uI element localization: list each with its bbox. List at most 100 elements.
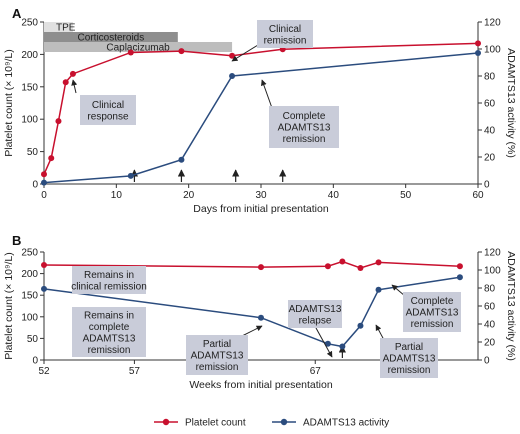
- annotation-text: Remains in: [84, 270, 134, 281]
- platelet-data-point: [62, 79, 69, 86]
- right-tick-label: 40: [484, 320, 496, 331]
- annotation-text: remission: [88, 345, 131, 356]
- annotation-box: [80, 95, 136, 125]
- annotation-box: [72, 307, 146, 357]
- right-axis-title: ADAMTS13 activity (%): [505, 48, 517, 158]
- annotation-text: ADAMTS13: [191, 351, 244, 362]
- treatment-bar-tpe: [44, 22, 73, 32]
- right-tick-label: 80: [484, 284, 496, 295]
- adamts13-data-point: [41, 285, 47, 292]
- annotation-text: Clinical: [269, 24, 301, 35]
- adamts13-data-point: [456, 274, 463, 281]
- annotation-arrow: [231, 44, 259, 62]
- annotation-text: ADAMTS13: [278, 123, 331, 134]
- right-tick-label: 120: [484, 248, 501, 259]
- legend-adamts13-marker: [280, 418, 288, 426]
- adamts13-data-point: [41, 179, 47, 186]
- adamts13-data-point: [375, 286, 382, 293]
- right-tick-label: 60: [484, 99, 496, 110]
- treatment-label-caplacizumab: Caplacizumab: [106, 43, 170, 54]
- legend-platelet-marker: [162, 418, 170, 426]
- annotation-text: Clinical: [92, 100, 124, 111]
- annotation-box: [72, 266, 146, 294]
- annotation-text: response: [87, 111, 129, 122]
- right-tick-label: 20: [484, 153, 496, 164]
- x-axis-title: Weeks from initial presentation: [189, 379, 333, 391]
- platelet-data-point: [41, 261, 47, 268]
- adamts13-data-point: [127, 172, 134, 179]
- left-tick-label: 250: [21, 18, 38, 29]
- platelet-data-point: [258, 264, 264, 271]
- left-tick-label: 50: [27, 147, 39, 158]
- annotation-box: [403, 292, 461, 332]
- x-tick-label: 67: [310, 366, 322, 377]
- annotation-text: remission: [196, 362, 239, 373]
- treatment-label-tpe: TPE: [56, 23, 76, 34]
- annotation-text: Complete: [411, 296, 454, 307]
- left-tick-label: 0: [32, 180, 38, 191]
- right-tick-label: 100: [484, 266, 501, 277]
- x-tick-label: 52: [38, 366, 50, 377]
- legend: Platelet count ADAMTS13 activity: [154, 418, 389, 429]
- x-tick-label: 50: [400, 190, 412, 201]
- adamts13-data-point: [324, 340, 331, 347]
- x-tick-label: 60: [472, 190, 484, 201]
- legend-adamts13-label: ADAMTS13 activity: [303, 418, 389, 429]
- annotation-text: remission: [283, 134, 326, 145]
- panel-label: A: [12, 6, 22, 21]
- annotation-text: Complete: [283, 111, 326, 122]
- annotation-arrow: [260, 79, 273, 109]
- x-tick-label: 20: [183, 190, 195, 201]
- right-tick-label: 60: [484, 302, 496, 313]
- left-tick-label: 250: [21, 248, 38, 259]
- annotation-text: ADAMTS13: [289, 304, 342, 315]
- left-axis-title: Platelet count (× 10⁹/L): [3, 49, 15, 157]
- adamts13-data-point: [178, 156, 185, 163]
- treatment-label-corticosteroids: Corticosteroids: [78, 33, 145, 44]
- annotation-text: ADAMTS13: [83, 333, 136, 344]
- panel-label: B: [12, 233, 21, 248]
- right-tick-label: 80: [484, 72, 496, 83]
- annotation-arrow: [391, 284, 406, 297]
- x-tick-label: 0: [41, 190, 47, 201]
- annotation-text: ADAMTS13: [406, 308, 459, 319]
- x-tick-label: 10: [111, 190, 123, 201]
- annotation-box: [288, 300, 342, 328]
- annotation-box: [257, 20, 313, 48]
- left-tick-label: 0: [32, 356, 38, 367]
- x-tick-label: 57: [129, 366, 141, 377]
- x-tick-label: 30: [255, 190, 267, 201]
- adamts13-data-point: [258, 314, 264, 321]
- platelet-data-point: [69, 70, 76, 77]
- adamts13-data-point: [475, 50, 481, 57]
- annotation-text: Partial: [395, 342, 423, 353]
- annotation-text: remission: [388, 365, 431, 376]
- x-axis-title: Days from initial presentation: [193, 203, 329, 215]
- annotation-arrow: [375, 324, 385, 341]
- x-tick-label: 40: [328, 190, 340, 201]
- platelet-data-point: [456, 263, 463, 270]
- right-tick-label: 40: [484, 126, 496, 137]
- annotation-text: ADAMTS13: [383, 354, 436, 365]
- right-tick-label: 0: [484, 180, 490, 191]
- left-axis-title: Platelet count (× 10⁹/L): [3, 252, 15, 360]
- annotation-box: [380, 338, 438, 378]
- annotation-text: Remains in: [84, 310, 134, 321]
- platelet-data-point: [41, 171, 47, 178]
- right-tick-label: 0: [484, 356, 490, 367]
- right-axis-title: ADAMTS13 activity (%): [505, 251, 517, 361]
- annotation-arrow: [71, 79, 78, 94]
- right-tick-label: 20: [484, 338, 496, 349]
- adamts13-data-point: [339, 343, 346, 350]
- annotation-text: complete: [89, 322, 130, 333]
- left-tick-label: 100: [21, 115, 38, 126]
- panel-a-chart: A 0 50 100 150 200 250 0 20 40 60 80 100 120 0 10 20 30 40…: [3, 6, 517, 215]
- treatment-bar-caplacizumab: [44, 42, 233, 52]
- platelet-data-point: [229, 52, 236, 59]
- left-tick-label: 200: [21, 269, 38, 280]
- left-tick-label: 50: [27, 334, 39, 345]
- platelet-data-point: [55, 118, 62, 125]
- panel-b-chart: B050100150200250020406080100120525762677…: [3, 233, 517, 391]
- platelet-data-point: [475, 40, 481, 47]
